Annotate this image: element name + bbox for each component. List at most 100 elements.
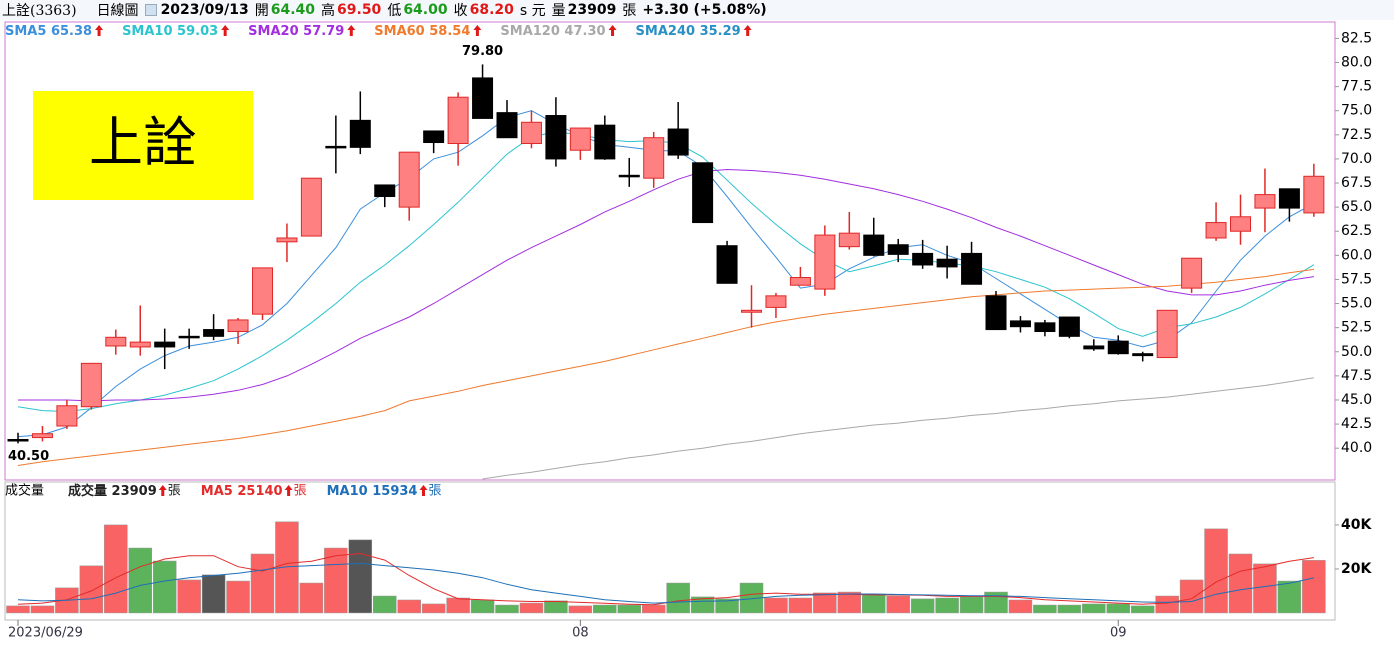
legend-name: MA5 [201,484,233,499]
volume-bar [984,591,1008,614]
candle-body [569,127,591,151]
volume-unit: 張 [622,3,637,19]
volume-bar [1253,563,1277,614]
candle-body [374,184,396,198]
volume-bar [666,582,690,614]
low-label: 低 [387,3,402,19]
ma-line [482,377,1314,480]
low-annotation: 40.50 [8,449,49,464]
volume-bar [177,579,201,614]
high-value: 69.50 [337,2,382,18]
y-tick-label: 70.0 [1341,151,1372,167]
volume-bar [1008,599,1033,614]
candle-body [252,267,274,315]
volume-bar [128,547,153,614]
volume-bar [544,600,568,614]
volume-panel [4,481,1336,621]
x-tick-label: 08 [572,626,589,641]
volume-bar [1179,579,1204,614]
legend-entry: MA5 25140 [201,484,283,499]
volume-bar [1228,553,1253,614]
candle-body [716,245,738,284]
volume-bar [910,598,935,614]
candle-body [1230,216,1252,232]
y-tick-label: 62.5 [1341,223,1372,239]
candle-body [1156,309,1178,359]
volume-bar [1155,595,1179,614]
legend-name: MA10 [327,484,368,499]
legend-value: 57.79 [303,24,344,39]
y-tick-label: 20K [1341,561,1372,577]
volume-bar [421,603,446,614]
legend-entry: SMA5 65.38 [5,24,92,39]
up-arrow [221,25,230,36]
candle-body [1034,322,1056,333]
volume-bar [79,565,104,614]
legend-name: SMA10 [122,24,172,39]
up-arrow [608,25,617,36]
volume-bar [201,574,226,614]
ma-line [17,110,1315,438]
volume-bar [226,580,250,614]
candle-body [594,124,616,160]
candle-body [814,234,836,290]
legend-entry: SMA240 35.29 [636,24,741,39]
volume-title: 成交量 [5,483,44,499]
high-annotation: 79.80 [462,44,503,59]
y-tick-label: 42.5 [1341,416,1372,432]
volume-bar [30,605,55,614]
price-panel [4,21,1336,481]
candle-body [325,145,347,149]
candle-body [936,258,958,268]
volume-label: 量 [551,3,566,19]
candle-body [741,309,763,313]
legend-name: SMA5 [5,24,46,39]
high-label: 高 [321,3,336,19]
dropdown-icon[interactable] [144,4,157,16]
currency: s 元 [519,3,546,19]
legend-unit: 張 [294,484,307,499]
volume-bar [446,597,470,614]
y-tick-label: 57.5 [1341,271,1372,287]
y-tick-label: 55.0 [1341,296,1372,312]
x-tick-label: 2023/06/29 [8,626,83,641]
close-label: 收 [453,3,468,19]
candle-body [7,439,29,442]
candle-body [178,335,200,339]
volume-bar [519,602,544,614]
candle-body [56,405,78,427]
legend-value: 59.03 [177,24,218,39]
stock-name: 上詮(3363) [2,3,77,19]
open-value: 64.40 [270,2,316,18]
volume-bar [764,597,788,614]
y-tick-label: 67.5 [1341,175,1372,191]
volume-bar [397,599,421,614]
legend-name: SMA60 [374,24,424,39]
legend-value: 25140 [237,484,282,499]
volume-bar [788,597,813,614]
candle-body [1083,345,1105,350]
volume-bar [348,539,373,614]
legend-value: 15934 [372,484,417,499]
volume-bar [959,596,984,614]
candle-body [80,362,102,408]
candle-body [545,115,567,160]
legend-value: 65.38 [51,24,92,39]
y-tick-label: 77.5 [1341,79,1372,95]
volume-value: 23909 [567,2,617,18]
candle-body [643,137,665,179]
up-arrow [284,485,293,496]
up-arrow [419,485,428,496]
y-tick-label: 75.0 [1341,103,1372,119]
low-value: 64.00 [403,2,448,18]
x-tick-label: 09 [1110,626,1127,641]
legend-name: SMA240 [636,24,696,39]
ma-line [17,131,1315,413]
volume-bar [593,604,617,614]
volume-bar [1130,605,1155,614]
candle-body [447,96,469,144]
volume-bar [299,582,324,614]
ma-line [18,168,1314,402]
candle-body [203,329,225,337]
